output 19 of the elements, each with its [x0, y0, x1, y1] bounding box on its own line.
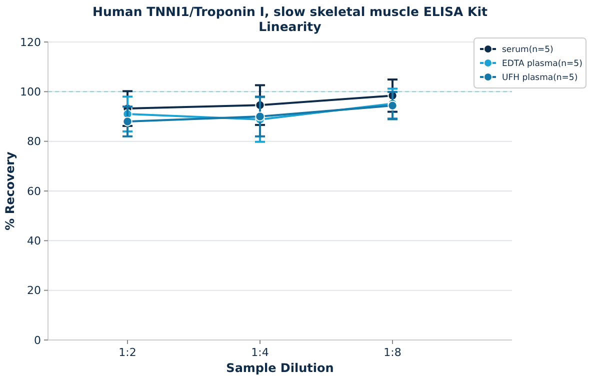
x-tick-label: 1:4: [251, 346, 269, 359]
x-tick-label: 1:8: [384, 346, 402, 359]
y-tick-label: 80: [27, 135, 41, 148]
legend-label: serum(n=5): [502, 44, 554, 55]
y-tick-label: 60: [27, 184, 41, 198]
y-tick-label: 20: [27, 284, 41, 298]
point: [255, 112, 265, 122]
chart-title: Human TNNI1/Troponin I, slow skeletal muscle ELISA Kit: [92, 4, 488, 19]
legend-label: UFH plasma(n=5): [502, 72, 578, 83]
legend-label: EDTA plasma(n=5): [502, 58, 582, 69]
x-tick-label: 1:2: [118, 346, 136, 359]
y-axis-title: % Recovery: [3, 152, 17, 230]
y-tick-label: 100: [20, 86, 41, 99]
x-axis-title: Sample Dilution: [226, 361, 334, 375]
point: [122, 116, 132, 126]
y-tick-label: 40: [27, 234, 41, 248]
y-tick-label: 0: [34, 334, 41, 347]
chart-subtitle: Linearity: [258, 19, 322, 34]
y-tick-label: 120: [20, 36, 41, 49]
